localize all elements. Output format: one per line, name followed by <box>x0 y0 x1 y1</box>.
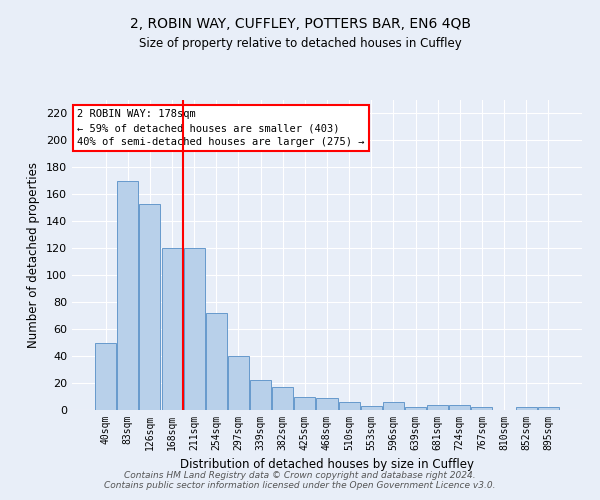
Bar <box>405 408 426 410</box>
Bar <box>383 402 404 410</box>
Text: Size of property relative to detached houses in Cuffley: Size of property relative to detached ho… <box>139 38 461 51</box>
Bar <box>118 181 139 410</box>
Bar <box>295 396 316 410</box>
Bar <box>361 406 382 410</box>
Bar <box>95 342 116 410</box>
Text: 2, ROBIN WAY, CUFFLEY, POTTERS BAR, EN6 4QB: 2, ROBIN WAY, CUFFLEY, POTTERS BAR, EN6 … <box>130 18 470 32</box>
Bar <box>228 356 249 410</box>
Text: 2 ROBIN WAY: 178sqm
← 59% of detached houses are smaller (403)
40% of semi-detac: 2 ROBIN WAY: 178sqm ← 59% of detached ho… <box>77 110 365 148</box>
Text: Contains HM Land Registry data © Crown copyright and database right 2024.
Contai: Contains HM Land Registry data © Crown c… <box>104 470 496 490</box>
Bar <box>250 380 271 410</box>
Bar <box>472 408 493 410</box>
Bar <box>449 404 470 410</box>
Bar <box>538 408 559 410</box>
Bar <box>161 248 182 410</box>
Bar <box>206 313 227 410</box>
Y-axis label: Number of detached properties: Number of detached properties <box>28 162 40 348</box>
Bar <box>338 402 359 410</box>
Bar <box>184 248 205 410</box>
Bar <box>316 398 338 410</box>
X-axis label: Distribution of detached houses by size in Cuffley: Distribution of detached houses by size … <box>180 458 474 471</box>
Bar <box>139 204 160 410</box>
Bar <box>515 408 536 410</box>
Bar <box>272 387 293 410</box>
Bar <box>427 404 448 410</box>
